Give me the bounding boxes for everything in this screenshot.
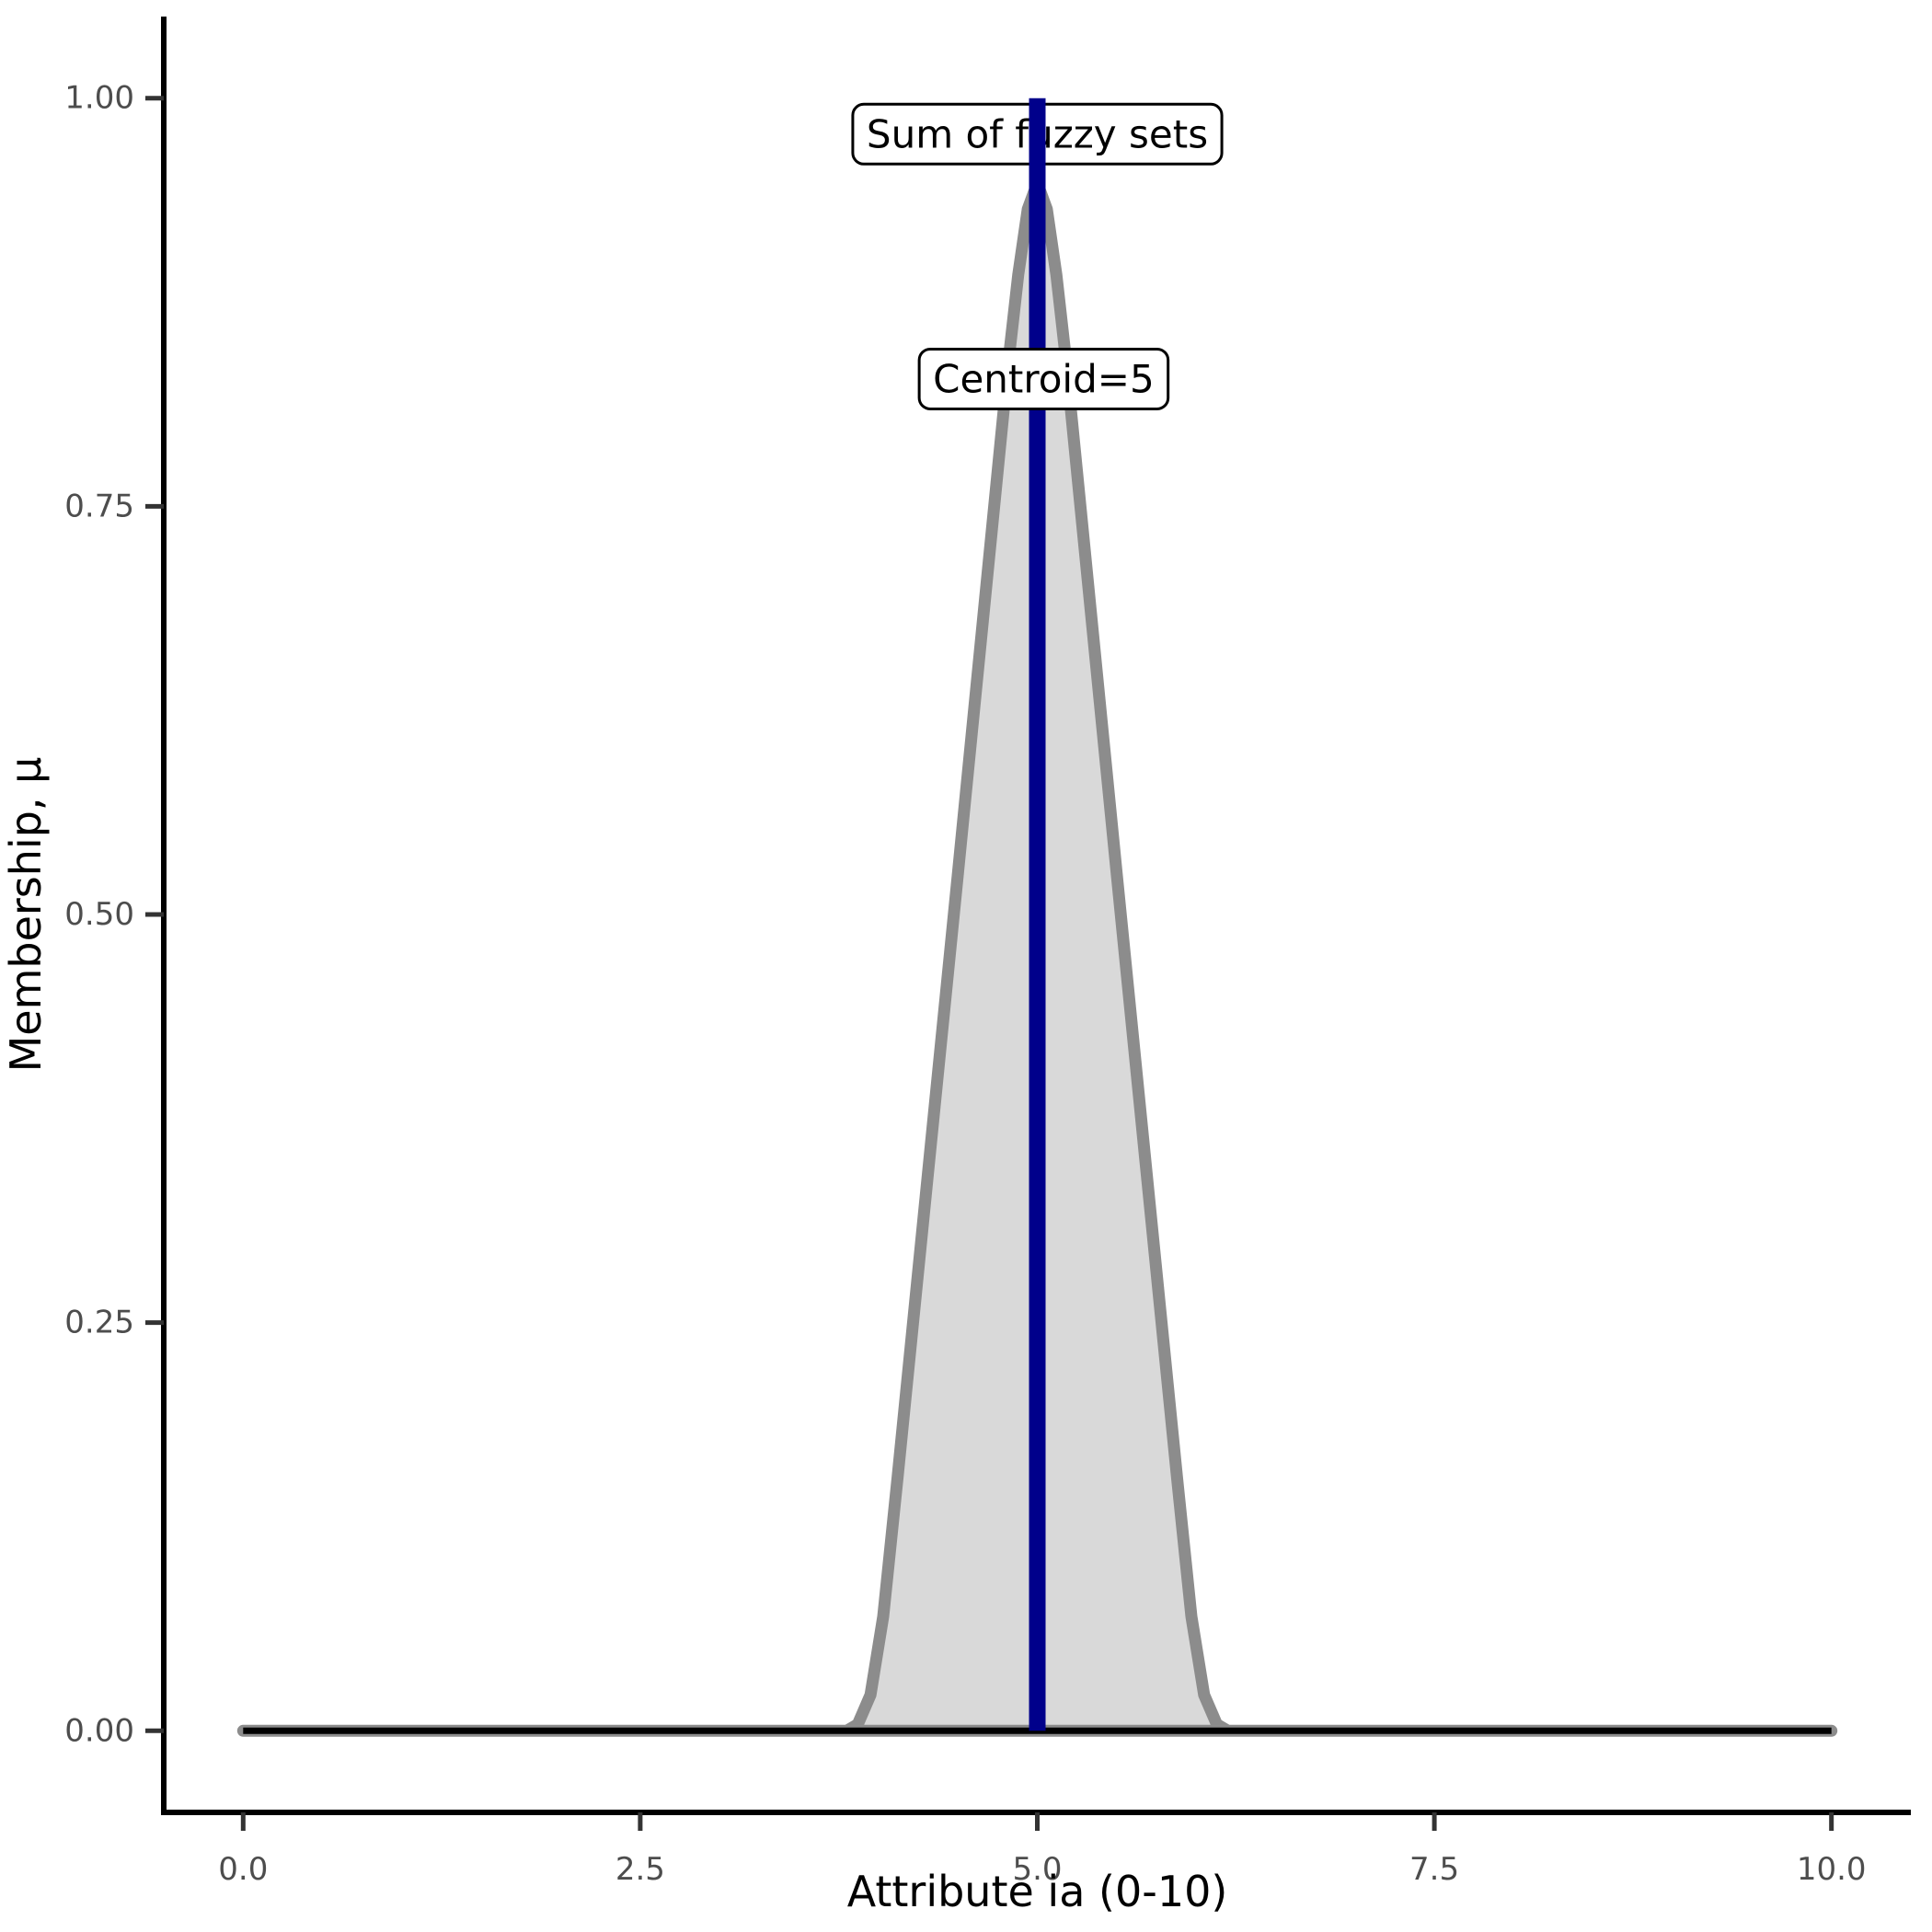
x-tick-label: 10.0	[1797, 1851, 1867, 1888]
x-tick-label: 7.5	[1409, 1851, 1459, 1888]
y-tick-label: 0.50	[64, 896, 134, 933]
centroid-label: Centroid=5	[917, 347, 1170, 410]
centroid-label-box	[917, 347, 1170, 410]
y-tick-label: 0.75	[64, 488, 134, 524]
centroid-label-text: Centroid=5	[933, 356, 1155, 401]
y-tick-label: 0.00	[64, 1712, 134, 1749]
y-tick-label: 0.25	[64, 1305, 134, 1341]
y-axis-title: Membership, μ	[1, 757, 51, 1073]
x-tick-label: 0.0	[218, 1851, 268, 1888]
x-tick-label: 2.5	[615, 1851, 665, 1888]
y-tick-label: 1.00	[64, 80, 134, 117]
x-axis-title: Attribute ia (0-10)	[847, 1867, 1228, 1916]
x-tick-label: 5.0	[1012, 1851, 1062, 1888]
